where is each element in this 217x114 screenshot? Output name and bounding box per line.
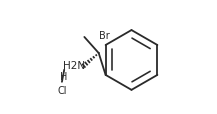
Text: H2N: H2N bbox=[63, 61, 85, 70]
Text: H: H bbox=[60, 71, 67, 81]
Text: Br: Br bbox=[99, 31, 110, 41]
Text: Cl: Cl bbox=[57, 86, 67, 95]
